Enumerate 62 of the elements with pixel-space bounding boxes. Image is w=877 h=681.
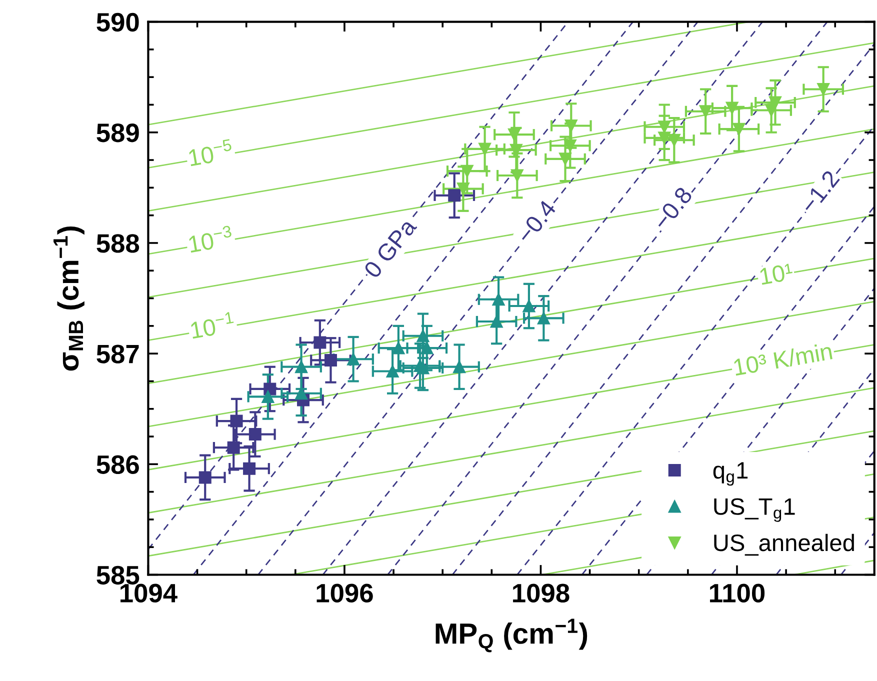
annotation: 10$^{−5}$ bbox=[188, 139, 234, 166]
point bbox=[448, 189, 461, 202]
point bbox=[386, 365, 399, 378]
point bbox=[295, 360, 308, 374]
point bbox=[392, 342, 405, 354]
point bbox=[732, 122, 746, 136]
x-tick-label: 1094 bbox=[120, 584, 178, 602]
point bbox=[453, 360, 466, 374]
point bbox=[658, 132, 671, 144]
point bbox=[726, 102, 738, 114]
x-tick-label: 1096 bbox=[316, 584, 373, 602]
point bbox=[460, 164, 474, 178]
x-axis-title: MP$_{Q}$ (cm$^{−1}$) bbox=[436, 618, 588, 652]
point bbox=[262, 390, 274, 403]
point bbox=[456, 182, 470, 196]
x-tick-label: 1098 bbox=[513, 584, 570, 602]
point bbox=[416, 362, 430, 374]
point bbox=[230, 414, 243, 428]
point bbox=[537, 312, 550, 324]
annotation: 10$^{−3}$ bbox=[188, 225, 234, 253]
point bbox=[668, 134, 680, 146]
point bbox=[522, 300, 536, 312]
annotation: 0 GPa bbox=[363, 216, 418, 280]
y-tick-label: 586 bbox=[96, 455, 139, 474]
annotation: 10¹ bbox=[759, 263, 794, 285]
point bbox=[416, 330, 430, 342]
legend-label: q$_{g}$1 bbox=[713, 462, 748, 486]
annotation: 10$^{−1}$ bbox=[190, 312, 236, 339]
y-tick-label: 589 bbox=[96, 124, 139, 142]
point bbox=[420, 342, 434, 354]
point bbox=[490, 315, 503, 328]
x-tick-label: 1100 bbox=[710, 584, 765, 602]
point bbox=[658, 120, 671, 134]
point bbox=[314, 336, 326, 349]
legend-label: US_annealed bbox=[714, 534, 854, 556]
y-tick-label: 590 bbox=[96, 12, 139, 32]
annotation: −0.4 bbox=[516, 198, 557, 244]
point bbox=[227, 441, 240, 454]
legend-label: US_T$_{g}$1 bbox=[714, 498, 795, 522]
point bbox=[510, 169, 524, 182]
point bbox=[817, 83, 830, 96]
point bbox=[564, 120, 578, 132]
y-tick-label: 585 bbox=[96, 566, 140, 585]
point bbox=[510, 144, 522, 156]
point bbox=[347, 352, 360, 366]
point bbox=[492, 293, 505, 306]
annotation: −0.8 bbox=[652, 186, 694, 232]
point bbox=[508, 128, 520, 141]
point bbox=[769, 96, 782, 109]
point bbox=[198, 471, 212, 484]
y-tick-label: 587 bbox=[96, 344, 139, 364]
point bbox=[559, 152, 572, 166]
point bbox=[564, 139, 576, 152]
y-tick-label: 588 bbox=[96, 234, 140, 253]
annotation: −1.2 bbox=[799, 169, 840, 214]
point bbox=[478, 142, 492, 156]
point bbox=[324, 354, 337, 366]
y-axis-title: σ$_{MB}$ (cm$^{−1}$) bbox=[54, 226, 84, 371]
point bbox=[243, 462, 256, 475]
point bbox=[699, 105, 712, 118]
annotation: 10³ K/min bbox=[733, 342, 832, 376]
point bbox=[248, 428, 262, 441]
